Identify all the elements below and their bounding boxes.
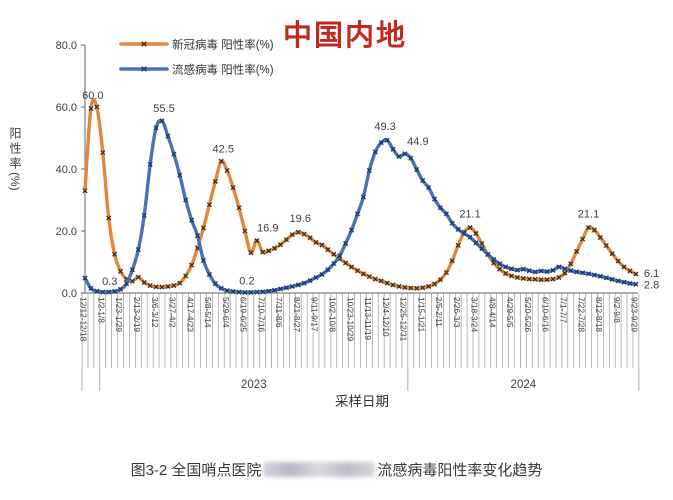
- legend-item-covid: 新冠病毒 阳性率(%): [119, 38, 274, 52]
- x-axis-title: 采样日期: [335, 394, 389, 409]
- chart-title: 中国内地: [283, 20, 408, 52]
- y-tick-label: 60.0: [56, 102, 77, 114]
- flu-series: [82, 118, 639, 295]
- x-tick-label: 6/10-6/16: [541, 297, 551, 332]
- flu-series-markers: [82, 118, 639, 295]
- x-tick-label: 8/21-8/27: [292, 297, 302, 332]
- x-tick-label: 2/26-3/3: [452, 297, 462, 328]
- y-tick-label: 40.0: [56, 164, 77, 176]
- x-tick-label: 12/25-12/31: [399, 297, 409, 342]
- data-label: 0.3: [102, 276, 117, 288]
- legend-x-marker-icon: [141, 66, 147, 72]
- x-tick-label: 8/12-8/18: [594, 297, 604, 332]
- covid-series: [82, 98, 639, 291]
- data-label: 55.5: [153, 103, 174, 115]
- y-tick-label: 80.0: [56, 40, 77, 52]
- x-tick-label: 4/8-4/14: [487, 297, 497, 328]
- x-tick-label: 7/1-7/7: [559, 297, 569, 323]
- caption-blurred-segment: [263, 462, 376, 477]
- y-tick-label: 20.0: [56, 226, 77, 238]
- x-tick-label: 7/22-7/28: [576, 297, 586, 332]
- year-label-2024: 2024: [511, 379, 537, 391]
- x-tick-label: 12/12-12/18: [79, 297, 89, 342]
- x-tick-label: 6/19-6/25: [239, 297, 249, 332]
- x-tick-label: 1/2-1/8: [96, 297, 106, 323]
- x-tick-label: 5/8-5/14: [203, 297, 213, 328]
- x-tick-label: 9/11-9/17: [310, 297, 320, 332]
- x-axis-labels: 12/12-12/18 1/2-1/8 1/23-1/29 2/13-2/19 3/6-…: [79, 297, 640, 342]
- legend: 新冠病毒 阳性率(%) 流感病毒 阳性率(%): [119, 38, 274, 77]
- y-axis-title-text: 阳性率: [8, 127, 22, 172]
- data-label: 60.0: [82, 90, 103, 102]
- y-axis-ticks: 0.0 20.0 40.0 60.0 80.0: [56, 40, 85, 300]
- y-axis-unit-label: (%): [8, 172, 22, 191]
- x-tick-label: 4/29-5/5: [505, 297, 515, 328]
- x-tick-label: 10/2-10/8: [327, 297, 337, 332]
- x-tick-label: 7/31-8/6: [274, 297, 284, 328]
- x-axis-week-ticks: [81, 293, 640, 368]
- axes: [81, 45, 638, 294]
- x-tick-label: 2/5-2/11: [434, 297, 444, 327]
- legend-x-marker-icon: [141, 41, 147, 47]
- data-label: 21.1: [578, 209, 599, 221]
- chart-canvas: 2023 2024 0.0 20.0 40.0 60.0 80.0 12/12-12/18 1/…: [56, 38, 660, 410]
- data-label: 44.9: [407, 136, 428, 148]
- year-label-2023: 2023: [241, 379, 267, 391]
- x-tick-label: 1/23-1/29: [114, 297, 124, 332]
- x-tick-label: 5/29-6/4: [221, 297, 231, 328]
- data-label: 49.3: [374, 121, 395, 133]
- x-tick-label: 1/15-1/21: [416, 297, 426, 332]
- caption-prefix: 图3-2 全国哨点医院: [130, 462, 262, 479]
- y-axis-title: 阳性率(%): [8, 127, 22, 191]
- data-label: 2.8: [644, 279, 659, 291]
- data-label: 0.2: [239, 275, 254, 287]
- x-tick-label: 10/23-10/29: [345, 297, 355, 342]
- x-tick-label: 9/23-9/29: [630, 297, 640, 332]
- covid-series-markers: [82, 104, 639, 291]
- x-tick-label: 7/10-7/16: [256, 297, 266, 332]
- x-tick-label: 11/13-11/19: [363, 297, 373, 340]
- data-labels: 60.0 0.3 55.5 42.5 0.2 16.9 19.6 49.3 44.9 21.1 21…: [82, 90, 659, 291]
- legend-label: 新冠病毒 阳性率(%): [172, 38, 274, 52]
- x-tick-label: 2/13-2/19: [132, 297, 142, 332]
- y-tick-label: 0.0: [62, 288, 77, 300]
- x-tick-label: 3/27-4/2: [168, 297, 178, 328]
- x-tick-label: 5/20-5/26: [523, 297, 533, 332]
- legend-label: 流感病毒 阳性率(%): [172, 63, 274, 77]
- flu-series-line: [83, 118, 638, 295]
- covid-series-line: [83, 98, 638, 291]
- data-label: 16.9: [257, 223, 278, 235]
- x-tick-label: 4/17-4/23: [185, 297, 195, 332]
- x-tick-label: 3/18-3/24: [470, 297, 480, 332]
- data-label: 21.1: [459, 209, 480, 221]
- caption-suffix: 流感病毒阳性率变化趋势: [377, 462, 543, 479]
- x-axis-year-separators: [81, 368, 640, 391]
- x-tick-label: 3/6-3/12: [150, 297, 160, 328]
- data-label: 42.5: [213, 143, 234, 155]
- data-label: 19.6: [290, 213, 311, 225]
- legend-item-flu: 流感病毒 阳性率(%): [119, 63, 274, 77]
- x-tick-label: 9/2-9/8: [612, 297, 622, 323]
- figure-caption: 图3-2 全国哨点医院 流感病毒阳性率变化趋势: [0, 459, 673, 480]
- x-tick-label: 12/4-12/10: [381, 297, 391, 337]
- data-label: 6.1: [644, 268, 659, 280]
